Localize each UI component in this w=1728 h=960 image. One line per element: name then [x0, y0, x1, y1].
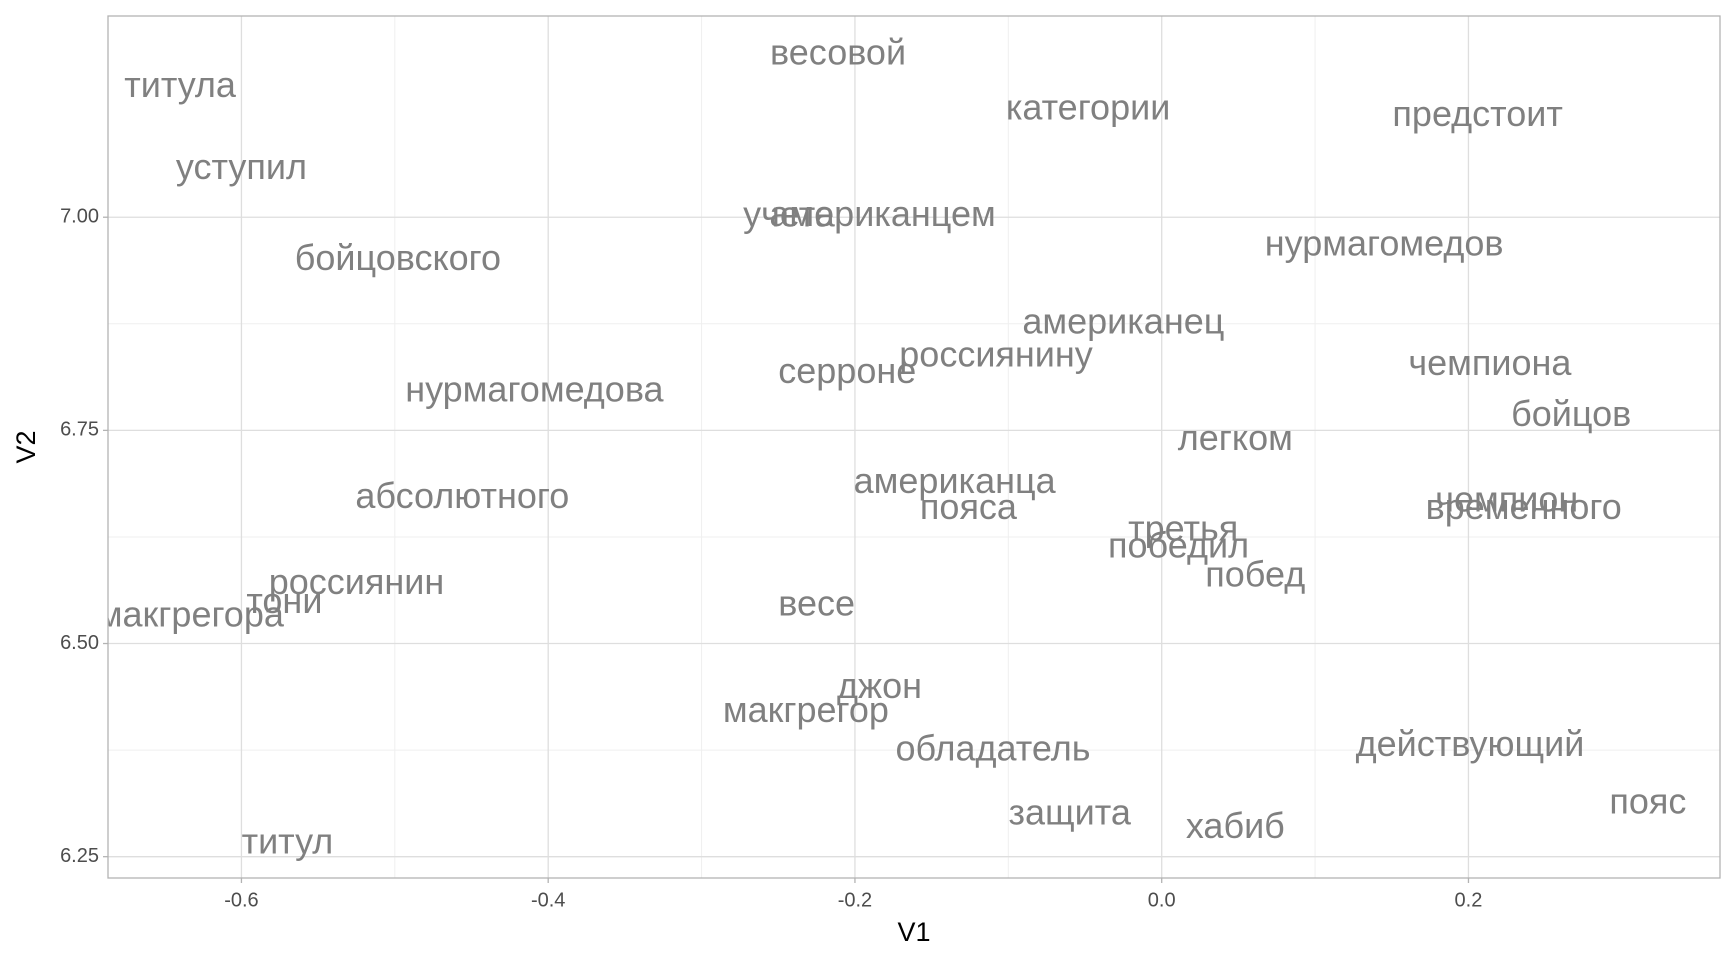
x-tick-label: -0.4	[531, 889, 565, 911]
panel-border	[107, 15, 1721, 879]
word-label: американец	[1022, 300, 1224, 341]
labels: весовой титула категории предстоит уступил уч…	[98, 32, 1686, 862]
y-tick-label: 6.50	[60, 632, 99, 654]
word-label: обладатель	[896, 727, 1091, 768]
word-label: американцем	[769, 193, 995, 234]
word-label: пояс	[1609, 780, 1686, 821]
word-label: действующий	[1356, 723, 1585, 764]
x-tick-label: -0.2	[838, 889, 872, 911]
word-label: джон	[837, 665, 922, 706]
word-label: чемпион	[1435, 479, 1578, 520]
word-label: макгрегор	[723, 689, 889, 730]
y-tick-label: 6.25	[60, 845, 99, 867]
word-label: титул	[242, 820, 334, 861]
word-label: нурмагомедова	[405, 369, 664, 410]
word-label: легком	[1178, 417, 1293, 458]
word-label: макгрегора	[98, 594, 285, 635]
word-label: хабиб	[1186, 805, 1285, 846]
word-label: абсолютного	[355, 475, 569, 516]
y-tick-label: 6.75	[60, 419, 99, 441]
word-label: категории	[1006, 86, 1170, 127]
grid	[108, 16, 1720, 878]
word-label: третья	[1128, 507, 1238, 548]
word-label: весе	[778, 583, 855, 624]
word-label: победил	[1108, 525, 1249, 566]
word-label: бойцов	[1511, 393, 1631, 434]
word-label: чемпиона	[1408, 342, 1572, 383]
y-tick-label: 7.00	[60, 205, 99, 227]
word-label: предстоит	[1392, 93, 1562, 134]
word-label: пояса	[920, 486, 1018, 527]
word-label: учета	[743, 194, 836, 235]
x-axis-title: V1	[897, 917, 930, 947]
word-label: серроне	[778, 350, 916, 391]
x-tick-label: -0.6	[224, 889, 258, 911]
x-tick-label: 0.2	[1455, 889, 1483, 911]
y-axis-title: V2	[11, 430, 41, 463]
x-tick-label: 0.0	[1148, 889, 1176, 911]
word-label: бойцовского	[295, 237, 501, 278]
word-label: американца	[854, 460, 1057, 501]
word-label: россиянин	[269, 561, 445, 602]
word-label: нурмагомедов	[1265, 223, 1504, 264]
word-label: россиянину	[899, 334, 1093, 375]
word-label: титула	[124, 64, 237, 105]
word-label: временного	[1426, 486, 1622, 527]
word-label: весовой	[770, 32, 906, 73]
word-label: тони	[246, 580, 322, 621]
word-label: защита	[1008, 791, 1131, 832]
word-label: побед	[1205, 554, 1305, 595]
word-label: уступил	[176, 146, 307, 187]
